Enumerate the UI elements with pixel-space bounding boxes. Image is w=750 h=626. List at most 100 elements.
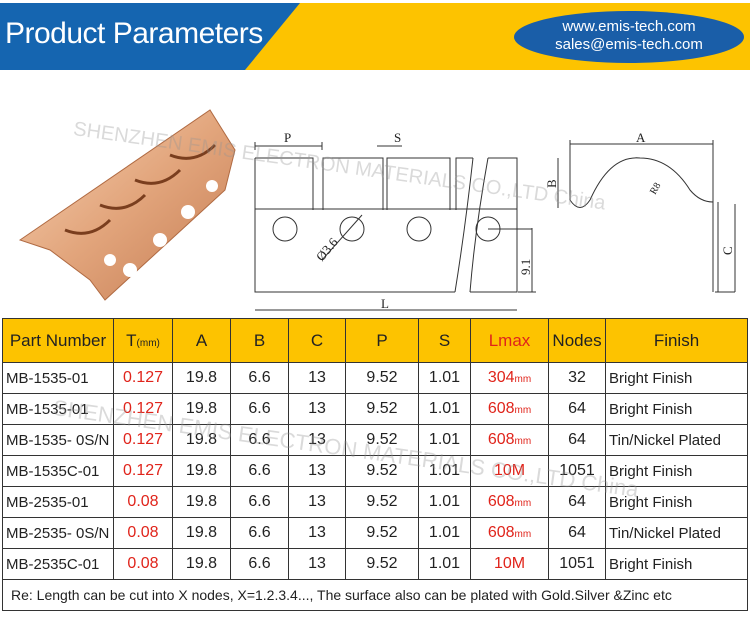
finish: Bright Finish <box>605 362 748 394</box>
finish: Tin/Nickel Plated <box>605 517 748 549</box>
label-p: P <box>284 130 291 145</box>
s-value: 1.01 <box>418 393 471 425</box>
website-link[interactable]: www.emis-tech.com <box>562 18 696 35</box>
page-title: Product Parameters <box>5 17 263 50</box>
s-value: 1.01 <box>418 455 471 487</box>
col-part-number: Part Number <box>2 318 114 363</box>
c-value: 13 <box>288 455 346 487</box>
part-number: MB-1535- 0S/N <box>2 424 114 456</box>
p-value: 9.52 <box>345 455 419 487</box>
s-value: 1.01 <box>418 486 471 518</box>
c-value: 13 <box>288 424 346 456</box>
part-number: MB-1535C-01 <box>2 455 114 487</box>
col-finish: Finish <box>605 318 748 363</box>
b-value: 6.6 <box>230 393 289 425</box>
c-value: 13 <box>288 486 346 518</box>
b-value: 6.6 <box>230 455 289 487</box>
col-c: C <box>288 318 346 363</box>
lmax: 608mm <box>470 424 549 456</box>
thickness: 0.127 <box>113 393 173 425</box>
s-value: 1.01 <box>418 548 471 580</box>
a-value: 19.8 <box>172 548 231 580</box>
b-value: 6.6 <box>230 486 289 518</box>
part-number: MB-2535C-01 <box>2 548 114 580</box>
p-value: 9.52 <box>345 362 419 394</box>
thickness: 0.127 <box>113 424 173 456</box>
p-value: 9.52 <box>345 548 419 580</box>
table-row: MB-1535-01 0.127 19.8 6.6 13 9.52 1.01 608mm 64 B… <box>2 393 748 425</box>
col-nodes: Nodes <box>548 318 606 363</box>
a-value: 19.8 <box>172 486 231 518</box>
label-l: L <box>381 296 389 311</box>
lmax: 608mm <box>470 393 549 425</box>
thickness: 0.127 <box>113 455 173 487</box>
lmax: 608mm <box>470 486 549 518</box>
part-number: MB-1535-01 <box>2 362 114 394</box>
label-height: 9.1 <box>518 259 533 275</box>
header-banner: Product Parameters www.emis-tech.com sal… <box>0 3 750 70</box>
nodes: 1051 <box>548 548 606 580</box>
email-link[interactable]: sales@emis-tech.com <box>555 36 703 53</box>
col-lmax: Lmax <box>470 318 549 363</box>
finish: Bright Finish <box>605 548 748 580</box>
part-number: MB-1535-01 <box>2 393 114 425</box>
thickness: 0.08 <box>113 517 173 549</box>
part-number: MB-2535-01 <box>2 486 114 518</box>
p-value: 9.52 <box>345 393 419 425</box>
contact-oval: www.emis-tech.com sales@emis-tech.com <box>514 11 744 63</box>
nodes: 32 <box>548 362 606 394</box>
thickness: 0.127 <box>113 362 173 394</box>
lmax: 608mm <box>470 517 549 549</box>
banner-blue-section <box>0 3 300 70</box>
table-note: Re: Length can be cut into X nodes, X=1.… <box>2 579 748 611</box>
finish: Bright Finish <box>605 486 748 518</box>
a-value: 19.8 <box>172 362 231 394</box>
label-hole: Ø3.6 <box>313 234 341 264</box>
table-row: MB-2535-01 0.08 19.8 6.6 13 9.52 1.01 608mm 64 Br… <box>2 486 748 518</box>
table-row: MB-1535C-01 0.127 19.8 6.6 13 9.52 1.01 10M 1051… <box>2 455 748 487</box>
b-value: 6.6 <box>230 517 289 549</box>
label-s: S <box>394 130 401 145</box>
c-value: 13 <box>288 548 346 580</box>
col-a: A <box>172 318 231 363</box>
label-c: C <box>720 246 735 255</box>
lmax: 10M <box>470 548 549 580</box>
b-value: 6.6 <box>230 548 289 580</box>
table-row: MB-1535-01 0.127 19.8 6.6 13 9.52 1.01 304mm 32 B… <box>2 362 748 394</box>
c-value: 13 <box>288 393 346 425</box>
a-value: 19.8 <box>172 424 231 456</box>
finish: Tin/Nickel Plated <box>605 424 748 456</box>
table-header-row: Part Number T(mm) A B C P S Lmax Nodes F… <box>2 318 748 363</box>
thickness: 0.08 <box>113 486 173 518</box>
a-value: 19.8 <box>172 455 231 487</box>
label-radius: R8 <box>648 181 663 197</box>
p-value: 9.52 <box>345 486 419 518</box>
nodes: 64 <box>548 517 606 549</box>
dimension-drawing: P S L Ø3.6 9.1 A B C R8 <box>254 130 736 311</box>
s-value: 1.01 <box>418 517 471 549</box>
part-number: MB-2535- 0S/N <box>2 517 114 549</box>
finish: Bright Finish <box>605 455 748 487</box>
nodes: 64 <box>548 486 606 518</box>
label-b: B <box>544 179 559 188</box>
col-b: B <box>230 318 289 363</box>
product-image <box>18 109 236 301</box>
b-value: 6.6 <box>230 362 289 394</box>
b-value: 6.6 <box>230 424 289 456</box>
thickness: 0.08 <box>113 548 173 580</box>
s-value: 1.01 <box>418 362 471 394</box>
table-row: MB-2535C-01 0.08 19.8 6.6 13 9.52 1.01 10M 1051 B… <box>2 548 748 580</box>
lmax: 304mm <box>470 362 549 394</box>
col-s: S <box>418 318 471 363</box>
c-value: 13 <box>288 517 346 549</box>
parameters-table: Part Number T(mm) A B C P S Lmax Nodes F… <box>2 318 748 611</box>
table-row: MB-2535- 0S/N 0.08 19.8 6.6 13 9.52 1.01 608mm 6… <box>2 517 748 549</box>
col-p: P <box>345 318 419 363</box>
col-t: T(mm) <box>113 318 173 363</box>
label-a: A <box>636 130 646 145</box>
finish: Bright Finish <box>605 393 748 425</box>
nodes: 64 <box>548 393 606 425</box>
p-value: 9.52 <box>345 517 419 549</box>
a-value: 19.8 <box>172 517 231 549</box>
table-row: MB-1535- 0S/N 0.127 19.8 6.6 13 9.52 1.01 608mm… <box>2 424 748 456</box>
